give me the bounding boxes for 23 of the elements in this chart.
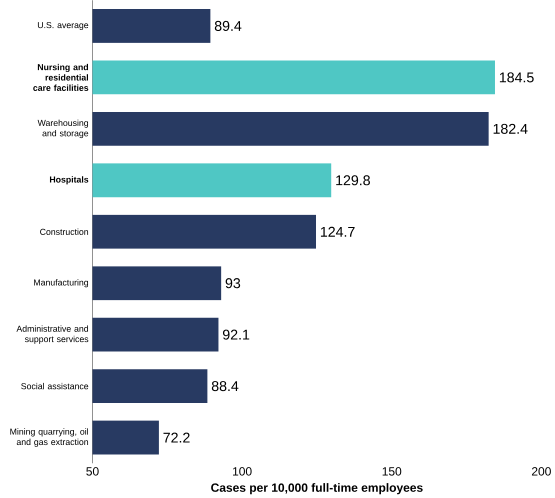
data-label: 88.4 (212, 381, 238, 392)
data-label: 182.4 (494, 124, 528, 134)
x-tick-label: 50 (86, 467, 99, 476)
y-tick-label: Social assistance (21, 382, 88, 390)
data-label: 89.4 (214, 20, 242, 32)
data-label: 124.7 (320, 226, 355, 237)
x-tick-label: 150 (382, 467, 402, 476)
x-tick-label: 200 (532, 467, 551, 476)
data-label: 92.1 (222, 330, 250, 340)
y-tick-label: Construction (40, 228, 88, 235)
y-tick-label: Mining quarrying, oil and gas extraction (10, 428, 88, 447)
x-axis-title: Cases per 10,000 full-time employees (211, 483, 423, 494)
y-tick-label: Nursing and residential care facilities (33, 64, 88, 91)
y-tick-label: Manufacturing (34, 279, 88, 288)
data-label: 129.8 (336, 175, 370, 186)
y-tick-label: U.S. average (38, 22, 88, 30)
data-label: 93 (226, 278, 240, 288)
data-label: 184.5 (500, 72, 534, 82)
y-tick-label: Hospitals (50, 176, 88, 184)
data-label: 72.2 (163, 432, 190, 443)
y-tick-label: Warehousing and storage (38, 120, 88, 138)
y-tick-label: Administrative and support services (16, 325, 88, 344)
x-tick-label: 100 (233, 467, 252, 476)
